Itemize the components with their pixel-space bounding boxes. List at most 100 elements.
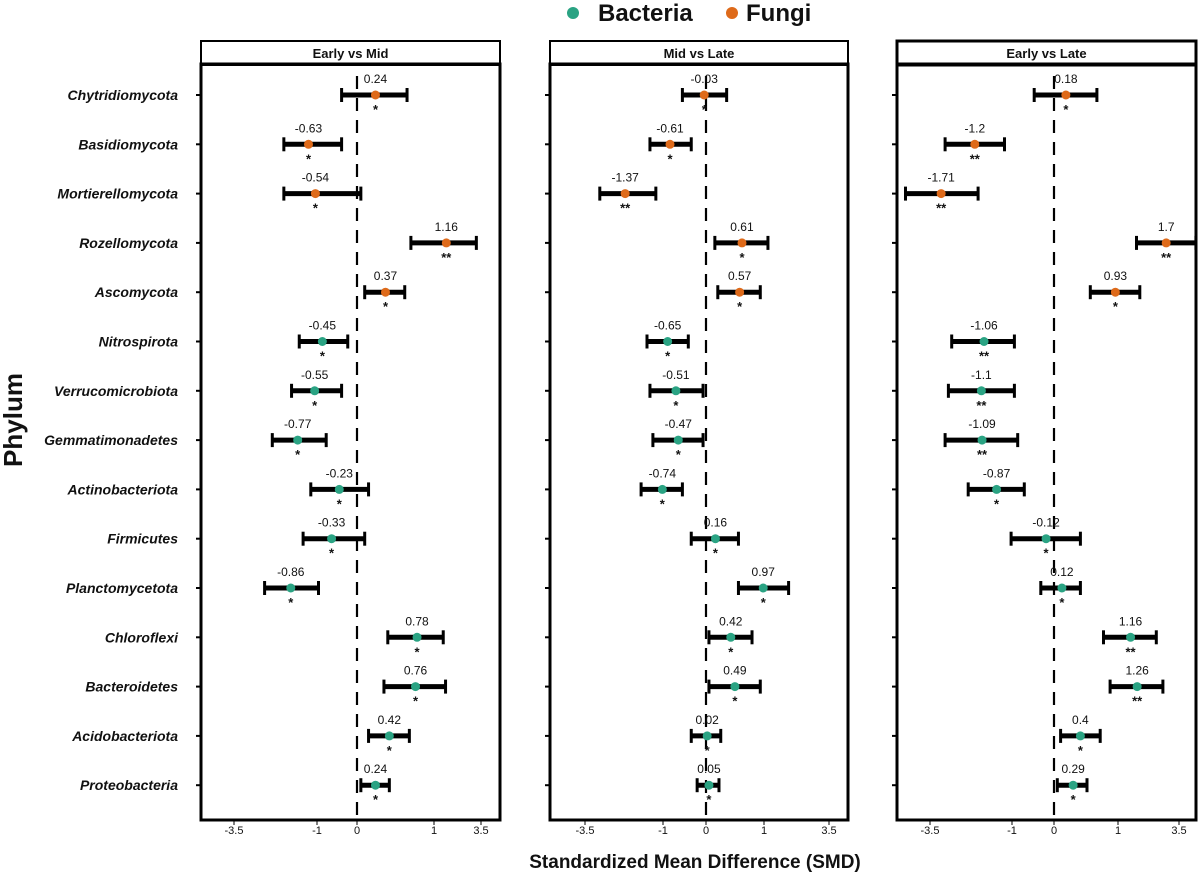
phylum-label: Gemmatimonadetes	[44, 432, 178, 448]
significance-label: **	[441, 250, 452, 265]
legend-bacteria-marker	[567, 7, 579, 19]
significance-label: *	[373, 792, 379, 807]
significance-label: *	[1044, 546, 1050, 561]
effect-point	[671, 386, 681, 396]
effect-point	[620, 189, 630, 199]
phylum-label: Firmicutes	[107, 531, 178, 547]
effect-point	[310, 386, 320, 396]
significance-label: *	[383, 299, 389, 314]
value-label: -0.77	[284, 417, 312, 431]
x-tick-label: -1	[312, 825, 322, 837]
effect-point	[327, 534, 337, 544]
x-tick-label: -3.5	[576, 825, 595, 837]
value-label: 0.02	[696, 713, 720, 727]
x-tick-label: 1	[761, 825, 767, 837]
x-axis-title: Standardized Mean Difference (SMD)	[529, 852, 861, 873]
value-label: 0.16	[704, 516, 728, 530]
legend-fungi-marker	[726, 7, 738, 19]
legend-bacteria-label: Bacteria	[598, 0, 693, 27]
legend-fungi-label: Fungi	[746, 0, 811, 27]
value-label: 0.18	[1054, 72, 1078, 86]
effect-point	[1057, 583, 1067, 593]
effect-point	[334, 484, 344, 494]
significance-label: **	[979, 349, 990, 364]
panels: Early vs Mid -3.5 -1 0 1 3.5 0.24 * -0.63 * -0.54 *…	[196, 39, 1198, 837]
value-label: -0.87	[983, 466, 1011, 480]
significance-label: *	[705, 743, 711, 758]
x-tick-label: 3.5	[821, 825, 836, 837]
effect-point	[1075, 731, 1085, 741]
panel-title: Early vs Mid	[313, 46, 389, 61]
value-label: -1.2	[964, 121, 985, 135]
value-label: 0.24	[364, 72, 388, 86]
x-tick-label: 3.5	[1171, 825, 1186, 837]
value-label: -0.45	[309, 319, 337, 333]
effect-point	[380, 287, 390, 297]
x-tick-label: 1	[431, 825, 437, 837]
effect-point	[992, 484, 1002, 494]
significance-label: *	[288, 595, 294, 610]
x-tick-label: -1	[658, 825, 668, 837]
significance-label: **	[1132, 694, 1143, 709]
value-label: 1.7	[1158, 220, 1175, 234]
value-label: -0.54	[302, 171, 330, 185]
phylum-label: Chloroflexi	[105, 629, 179, 645]
value-label: 0.97	[752, 565, 776, 579]
value-label: 0.93	[1104, 269, 1128, 283]
value-label: 0.78	[405, 614, 429, 628]
value-label: -0.23	[326, 466, 354, 480]
value-label: 0.29	[1061, 762, 1085, 776]
effect-point	[1110, 287, 1120, 297]
effect-point	[758, 583, 768, 593]
effect-point	[970, 139, 980, 149]
significance-label: *	[329, 546, 335, 561]
effect-point	[384, 731, 394, 741]
effect-point	[1068, 780, 1078, 790]
value-label: -1.1	[971, 368, 992, 382]
phylum-label: Basidiomycota	[78, 136, 178, 152]
phylum-label: Rozellomycota	[79, 235, 178, 251]
value-label: -0.33	[318, 516, 346, 530]
effect-point	[286, 583, 296, 593]
effect-point	[317, 337, 327, 346]
value-label: 0.42	[378, 713, 402, 727]
effect-point	[977, 435, 987, 445]
value-label: -0.12	[1032, 516, 1060, 530]
phylum-label: Proteobacteria	[80, 777, 178, 793]
effect-point	[976, 386, 986, 396]
x-tick-label: -3.5	[225, 825, 244, 837]
panel-frame	[199, 62, 502, 822]
significance-label: *	[737, 299, 743, 314]
effect-point	[310, 189, 320, 199]
value-label: -1.06	[970, 319, 998, 333]
panel-frame	[895, 62, 1198, 822]
phylum-label: Bacteroidetes	[85, 679, 178, 695]
significance-label: *	[312, 398, 318, 413]
value-label: 0.37	[374, 269, 398, 283]
effect-point	[370, 780, 380, 790]
significance-label: *	[676, 447, 682, 462]
x-tick-label: -3.5	[921, 825, 940, 837]
effect-point	[1041, 534, 1051, 544]
significance-label: **	[976, 398, 987, 413]
value-label: -1.71	[927, 171, 955, 185]
significance-label: *	[415, 644, 421, 659]
value-label: -0.47	[665, 417, 693, 431]
value-label: 0.76	[404, 664, 428, 678]
panel-1: Early vs Mid -3.5 -1 0 1 3.5 0.24 * -0.63 * -0.54 *…	[196, 40, 502, 837]
significance-label: *	[702, 102, 708, 117]
value-label: 0.05	[697, 762, 721, 776]
value-label: 0.49	[723, 664, 747, 678]
value-label: 1.16	[1119, 614, 1143, 628]
significance-label: *	[739, 250, 745, 265]
value-label: -0.61	[656, 121, 684, 135]
panel-strip	[549, 40, 849, 66]
x-tick-label: 0	[703, 825, 709, 837]
value-label: 0.61	[730, 220, 754, 234]
effect-point	[735, 287, 745, 297]
panel-frame	[548, 62, 850, 822]
effect-point	[412, 632, 422, 642]
effect-point	[665, 139, 675, 149]
effect-point	[730, 682, 740, 692]
